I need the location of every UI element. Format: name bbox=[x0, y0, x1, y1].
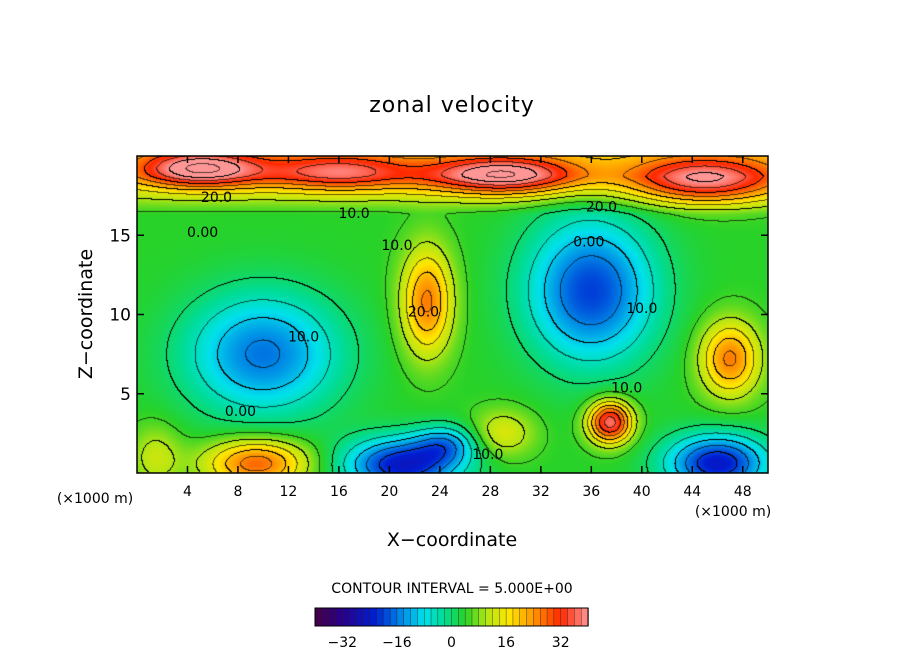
y-tick-label: 10 bbox=[109, 306, 131, 326]
colorbar-frame bbox=[314, 607, 589, 627]
contour-label: 20.0 bbox=[201, 190, 232, 206]
colorbar-swatch bbox=[574, 607, 582, 627]
x-tick-label: 48 bbox=[734, 484, 752, 500]
colorbar-tick-label: 16 bbox=[497, 635, 515, 651]
colorbar-swatch bbox=[478, 607, 487, 627]
contour-label: 10.0 bbox=[611, 380, 642, 396]
contour-label: 0.00 bbox=[187, 225, 218, 241]
contour-label: 10.0 bbox=[338, 206, 369, 222]
colorbar-swatch bbox=[376, 607, 384, 627]
colorbar-swatch bbox=[403, 607, 412, 627]
colorbar-swatch bbox=[464, 607, 473, 627]
colorbar-swatch bbox=[314, 607, 323, 627]
contour-interval-label: CONTOUR INTERVAL = 5.000E+00 bbox=[331, 581, 572, 597]
colorbar-swatch bbox=[362, 607, 371, 627]
x-axis: 4 8 12 16 20 24 28 32 36 40 44 48 bbox=[183, 156, 752, 500]
colorbar-tick-label: 32 bbox=[552, 635, 570, 651]
colorbar-swatch bbox=[471, 607, 480, 627]
colorbar-swatch bbox=[560, 607, 569, 627]
colorbar-swatch bbox=[342, 607, 350, 627]
colorbar-swatch bbox=[348, 607, 357, 627]
colorbar-tick-label: −16 bbox=[382, 635, 412, 651]
colorbar-swatch bbox=[451, 607, 460, 627]
colorbar-swatch bbox=[499, 607, 507, 627]
contour-label: 10.0 bbox=[381, 238, 412, 254]
colorbar-swatch bbox=[458, 607, 466, 627]
colorbar-swatch bbox=[533, 607, 541, 627]
colorbar-swatch bbox=[396, 607, 405, 627]
contour-label: 20.0 bbox=[586, 200, 617, 216]
colorbar-swatch bbox=[410, 607, 419, 627]
colorbar-swatch bbox=[430, 607, 439, 627]
contour-label: 10.0 bbox=[288, 330, 319, 346]
contour-label: 0.00 bbox=[225, 404, 256, 420]
x-unit-right: (×1000 m) bbox=[695, 504, 771, 520]
x-tick-label: 32 bbox=[532, 484, 550, 500]
colorbar-swatch bbox=[437, 607, 446, 627]
y-tick-label: 5 bbox=[120, 385, 131, 405]
x-unit-left: (×1000 m) bbox=[57, 491, 133, 507]
colorbar-swatch bbox=[526, 607, 535, 627]
colorbar-swatch bbox=[383, 607, 391, 627]
colorbar-swatch bbox=[389, 607, 398, 627]
colorbar-swatch bbox=[505, 607, 514, 627]
colorbar-swatch bbox=[485, 607, 494, 627]
colorbar-swatch bbox=[512, 607, 521, 627]
colorbar-swatch bbox=[424, 607, 432, 627]
colorbar-swatch bbox=[519, 607, 528, 627]
x-tick-label: 28 bbox=[481, 484, 499, 500]
colorbar-ticks: −32 −16 0 16 32 bbox=[328, 635, 570, 651]
x-axis-label: X−coordinate bbox=[387, 529, 517, 551]
colorbar-swatch bbox=[546, 607, 555, 627]
contour-label: 20.0 bbox=[408, 304, 439, 320]
y-axis: 5 10 15 bbox=[109, 226, 768, 405]
x-tick-label: 16 bbox=[330, 484, 348, 500]
colorbar-swatch bbox=[328, 607, 337, 627]
colorbar-swatch bbox=[335, 607, 344, 627]
colorbar-tick-label: 0 bbox=[447, 635, 456, 651]
x-tick-label: 8 bbox=[233, 484, 242, 500]
chart-title: zonal velocity bbox=[369, 93, 535, 118]
x-tick-label: 4 bbox=[183, 484, 192, 500]
y-axis-label: Z−coordinate bbox=[75, 249, 97, 379]
colorbar bbox=[314, 607, 589, 627]
colorbar-swatch bbox=[444, 607, 453, 627]
contour-label: 0.00 bbox=[573, 235, 604, 251]
contour-label: 10.0 bbox=[472, 447, 503, 463]
x-tick-label: 12 bbox=[280, 484, 298, 500]
x-tick-label: 36 bbox=[582, 484, 600, 500]
x-tick-label: 40 bbox=[633, 484, 651, 500]
colorbar-swatch bbox=[580, 607, 589, 627]
contour-labels: 20.0 20.0 10.0 0.00 10.0 0.00 10.0 20.0 10.0 0.00… bbox=[187, 190, 657, 463]
colorbar-swatch bbox=[321, 607, 330, 627]
x-tick-label: 20 bbox=[380, 484, 398, 500]
colorbar-swatch bbox=[417, 607, 425, 627]
heatmap-field bbox=[137, 156, 768, 473]
colorbar-swatch bbox=[567, 607, 576, 627]
y-tick-label: 15 bbox=[109, 226, 131, 246]
colorbar-swatch bbox=[540, 607, 548, 627]
contour-label: 10.0 bbox=[626, 301, 657, 317]
x-tick-label: 24 bbox=[431, 484, 449, 500]
x-tick-label: 44 bbox=[683, 484, 701, 500]
colorbar-swatch bbox=[355, 607, 364, 627]
colorbar-tick-label: −32 bbox=[328, 635, 358, 651]
colorbar-swatch bbox=[492, 607, 500, 627]
colorbar-swatch bbox=[553, 607, 562, 627]
colorbar-swatch bbox=[369, 607, 378, 627]
